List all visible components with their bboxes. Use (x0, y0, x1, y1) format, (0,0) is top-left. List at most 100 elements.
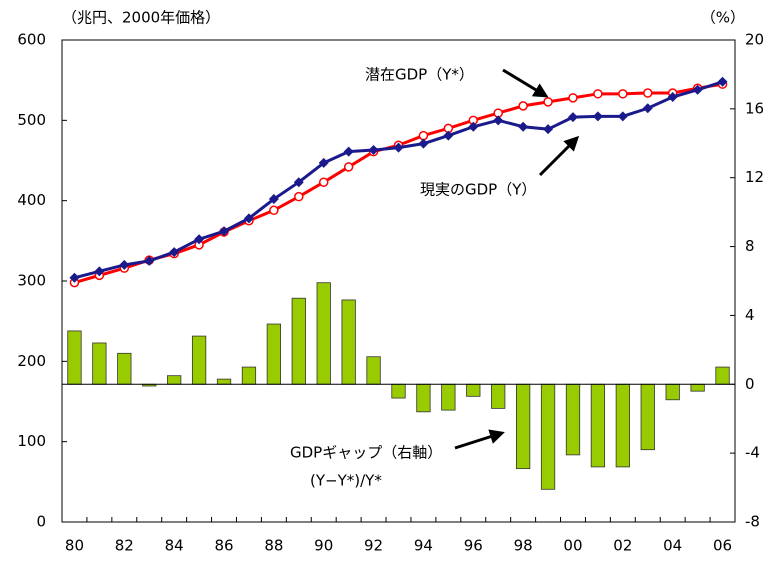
annotation: 現実のGDP（Y） (420, 181, 536, 199)
y-tick-label: 600 (17, 31, 46, 49)
marker (418, 138, 429, 149)
y2-tick-label: 20 (745, 31, 764, 49)
arrow (538, 135, 580, 177)
bar (615, 383, 630, 468)
bar (167, 375, 182, 385)
x-tick-label: 84 (165, 537, 184, 555)
bar (291, 297, 306, 385)
marker (543, 97, 553, 107)
y-tick-label: 200 (17, 352, 46, 370)
x-tick-label: 86 (214, 537, 233, 555)
y-tick-label: 100 (17, 432, 46, 450)
x-tick-label: 06 (713, 537, 732, 555)
x-tick-label: 88 (264, 537, 283, 555)
y2-tick-label: -8 (745, 513, 760, 531)
marker (493, 115, 504, 126)
marker (368, 145, 379, 156)
y2-tick-label: -4 (745, 444, 760, 462)
bar (316, 282, 331, 385)
marker (294, 191, 304, 202)
arrow (502, 68, 549, 98)
marker (343, 162, 354, 172)
marker (667, 92, 678, 103)
annotation: (Y−Y*)/Y* (310, 472, 382, 490)
x-tick-label: 80 (65, 537, 84, 555)
marker (318, 157, 329, 168)
annotation: 潜在GDP（Y*） (365, 66, 474, 84)
bar (441, 383, 456, 411)
y-tick-label: 0 (36, 513, 46, 531)
bar (491, 383, 506, 409)
marker (393, 142, 404, 153)
y-tick-label: 300 (17, 272, 46, 290)
y2-tick-label: 0 (745, 375, 755, 393)
marker (318, 177, 329, 187)
marker (443, 130, 454, 141)
marker (643, 88, 653, 98)
marker (617, 111, 628, 122)
marker (518, 101, 528, 111)
y-tick-label: 500 (17, 111, 46, 129)
marker (418, 130, 429, 141)
marker (543, 124, 554, 135)
marker (169, 247, 180, 258)
bar (191, 335, 207, 385)
x-tick-label: 92 (364, 537, 383, 555)
marker (642, 103, 653, 114)
x-tick-label: 90 (314, 537, 333, 555)
marker (119, 259, 130, 270)
marker (618, 89, 628, 99)
x-tick-label: 02 (613, 537, 632, 555)
bar (341, 299, 356, 385)
marker (567, 112, 578, 123)
x-tick-label: 96 (464, 537, 483, 555)
marker (717, 76, 728, 87)
marker (268, 194, 279, 205)
marker (144, 255, 155, 266)
annotation: GDPギャップ（右軸） (290, 444, 442, 462)
arrow (454, 429, 505, 450)
y2-tick-label: 4 (745, 306, 755, 324)
marker (243, 213, 254, 224)
marker (343, 146, 354, 157)
bar (416, 383, 431, 413)
marker (269, 205, 279, 216)
bar (715, 366, 730, 385)
marker (94, 266, 105, 277)
bar (391, 383, 406, 399)
x-tick-label: 98 (514, 537, 533, 555)
marker (468, 121, 479, 132)
bar (266, 323, 282, 385)
bar (690, 383, 705, 392)
marker (592, 111, 603, 122)
bar (117, 352, 132, 385)
x-tick-label: 82 (115, 537, 134, 555)
y2-unit-label: （%） (701, 9, 745, 27)
bar (590, 383, 606, 468)
bar (216, 378, 232, 385)
marker (69, 272, 80, 283)
y-unit-label: （兆円、2000年価格） (62, 9, 220, 27)
bar (565, 383, 581, 456)
marker (293, 177, 304, 188)
y-tick-label: 400 (17, 191, 46, 209)
x-tick-label: 94 (414, 537, 433, 555)
bar (366, 356, 381, 385)
bar (241, 366, 257, 385)
marker (593, 89, 603, 99)
bar (515, 383, 531, 470)
y2-tick-label: 16 (745, 99, 764, 117)
bar (540, 383, 556, 490)
bar (67, 330, 82, 385)
line (74, 80, 723, 280)
x-tick-label: 00 (563, 537, 582, 555)
bar (640, 383, 655, 451)
bar (92, 342, 107, 385)
marker (219, 226, 230, 237)
bar (665, 383, 680, 401)
y2-tick-label: 12 (745, 168, 764, 186)
x-tick-label: 04 (663, 537, 682, 555)
marker (194, 234, 205, 245)
marker (518, 121, 529, 132)
